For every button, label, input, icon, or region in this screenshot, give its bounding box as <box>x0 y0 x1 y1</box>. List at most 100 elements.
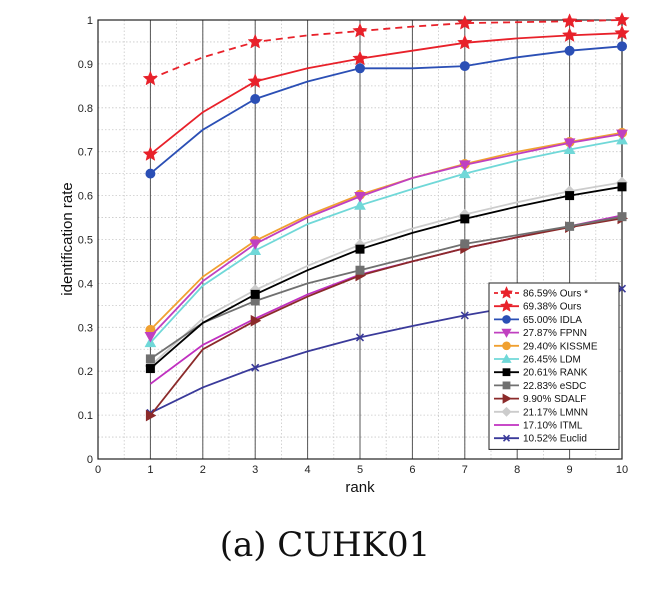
legend-label: 27.87% FPNN <box>523 328 587 339</box>
x-tick-label: 5 <box>357 464 363 476</box>
y-tick-label: 0.6 <box>78 191 93 203</box>
data-point-marker <box>355 63 365 74</box>
data-point-marker <box>247 73 263 89</box>
legend-entry: 21.17% LMNN <box>494 406 588 418</box>
y-tick-label: 0.9 <box>78 59 93 71</box>
x-tick-label: 10 <box>616 464 628 476</box>
data-point-marker <box>502 393 512 404</box>
legend-entry: 27.87% FPNN <box>494 328 587 339</box>
data-point-marker <box>142 146 159 161</box>
legend-label: 21.17% LMNN <box>523 407 588 418</box>
data-point-marker <box>616 129 628 141</box>
series-line <box>149 215 623 360</box>
data-point-marker <box>501 353 512 363</box>
data-point-marker <box>614 25 630 40</box>
data-point-marker <box>459 61 470 72</box>
data-point-marker <box>565 221 575 231</box>
series-ours <box>142 25 630 161</box>
series-sdalf <box>145 212 629 422</box>
x-tick-label: 7 <box>462 464 468 476</box>
series-fpnn <box>144 129 628 343</box>
data-point-marker <box>502 368 511 377</box>
y-tick-label: 0.7 <box>78 147 93 159</box>
data-point-marker <box>499 285 514 299</box>
series-line <box>149 181 623 367</box>
legend-box <box>488 282 620 450</box>
y-tick-labels: 0 0.1 0.2 0.3 0.4 0.5 0.6 0.7 0.8 0.9 1 <box>78 15 93 466</box>
legend-entry: 20.61% RANK <box>494 368 588 379</box>
data-point-marker <box>145 409 157 422</box>
series-line <box>149 138 623 344</box>
data-point-marker <box>565 191 575 201</box>
x-tick-labels: 0 1 2 3 4 5 6 7 8 9 10 <box>95 464 628 476</box>
legend-label: 22.83% eSDC <box>523 381 586 392</box>
chart: 0 1 2 3 4 5 6 7 8 9 10 0 0.1 0.2 0.3 0.4 0.5 0.6 0.7 0.8 0.… <box>59 11 630 496</box>
data-point-marker <box>458 160 471 171</box>
y-tick-label: 0.3 <box>78 322 93 334</box>
data-point-marker <box>249 244 262 255</box>
legend-label: 65.00% IDLA <box>523 315 582 326</box>
series-line <box>149 32 623 156</box>
legend-label: 17.10% ITML <box>523 421 583 432</box>
legend-label: 86.59% Ours * <box>523 289 588 300</box>
data-point-marker <box>355 333 365 342</box>
data-point-marker <box>458 167 471 179</box>
data-point-marker <box>563 143 576 155</box>
series-line <box>150 19 623 80</box>
data-point-marker <box>617 182 627 192</box>
data-point-marker <box>460 214 470 224</box>
y-tick-label: 0.4 <box>78 278 93 290</box>
data-point-marker <box>142 70 159 86</box>
series-idla <box>145 41 627 179</box>
y-tick-label: 0.5 <box>78 235 93 247</box>
x-tick-label: 1 <box>147 464 153 476</box>
y-tick-label: 0.8 <box>78 103 93 115</box>
legend-entry: 69.38% Ours <box>494 299 581 313</box>
legend-label: 9.90% SDALF <box>523 394 586 405</box>
x-tick-label: 0 <box>95 464 101 476</box>
data-point-marker <box>251 363 260 372</box>
data-point-marker <box>501 328 512 338</box>
data-point-marker <box>499 299 514 312</box>
legend-label: 69.38% Ours <box>523 302 581 313</box>
legend: 86.59% Ours * 69.38% Ours 65.00% IDLA 27.87… <box>488 282 620 450</box>
series-rank <box>145 182 627 374</box>
figure-caption: (a) CUHK01 <box>219 525 431 565</box>
data-point-marker <box>144 332 157 343</box>
legend-entry: 22.83% eSDC <box>494 381 586 392</box>
y-axis-label: identification rate <box>59 182 76 295</box>
plot-frame <box>97 19 623 460</box>
x-tick-label: 2 <box>200 464 206 476</box>
data-point-marker <box>561 27 578 42</box>
legend-label: 26.45% LDM <box>523 355 581 366</box>
data-point-marker <box>247 33 263 49</box>
data-point-marker <box>617 41 627 52</box>
data-point-marker <box>502 315 511 324</box>
series-line <box>149 185 623 370</box>
data-point-marker <box>561 13 578 28</box>
series-ldm <box>144 133 628 348</box>
x-tick-label: 6 <box>409 464 415 476</box>
legend-entry: 65.00% IDLA <box>494 315 582 326</box>
legend-entry: 10.52% Euclid <box>494 434 587 445</box>
y-tick-label: 0.2 <box>78 366 93 378</box>
series-line <box>149 217 623 417</box>
y-tick-label: 1 <box>87 15 93 27</box>
data-point-marker <box>145 364 155 374</box>
x-axis-label: rank <box>345 479 375 496</box>
series-esdc <box>145 212 627 364</box>
data-point-marker <box>354 199 366 210</box>
x-tick-label: 8 <box>514 464 520 476</box>
legend-entry: 17.10% ITML <box>494 421 583 432</box>
data-point-marker <box>354 191 366 203</box>
legend-entry: 86.59% Ours * <box>494 285 588 300</box>
data-point-marker <box>355 265 365 275</box>
data-point-marker <box>250 314 262 327</box>
legend-entry: 9.90% SDALF <box>494 393 586 405</box>
legend-label: 10.52% Euclid <box>523 434 587 445</box>
data-point-marker <box>617 284 627 293</box>
data-point-marker <box>145 168 156 179</box>
x-tick-label: 9 <box>567 464 573 476</box>
data-point-marker <box>502 341 511 351</box>
data-point-marker <box>352 22 368 38</box>
